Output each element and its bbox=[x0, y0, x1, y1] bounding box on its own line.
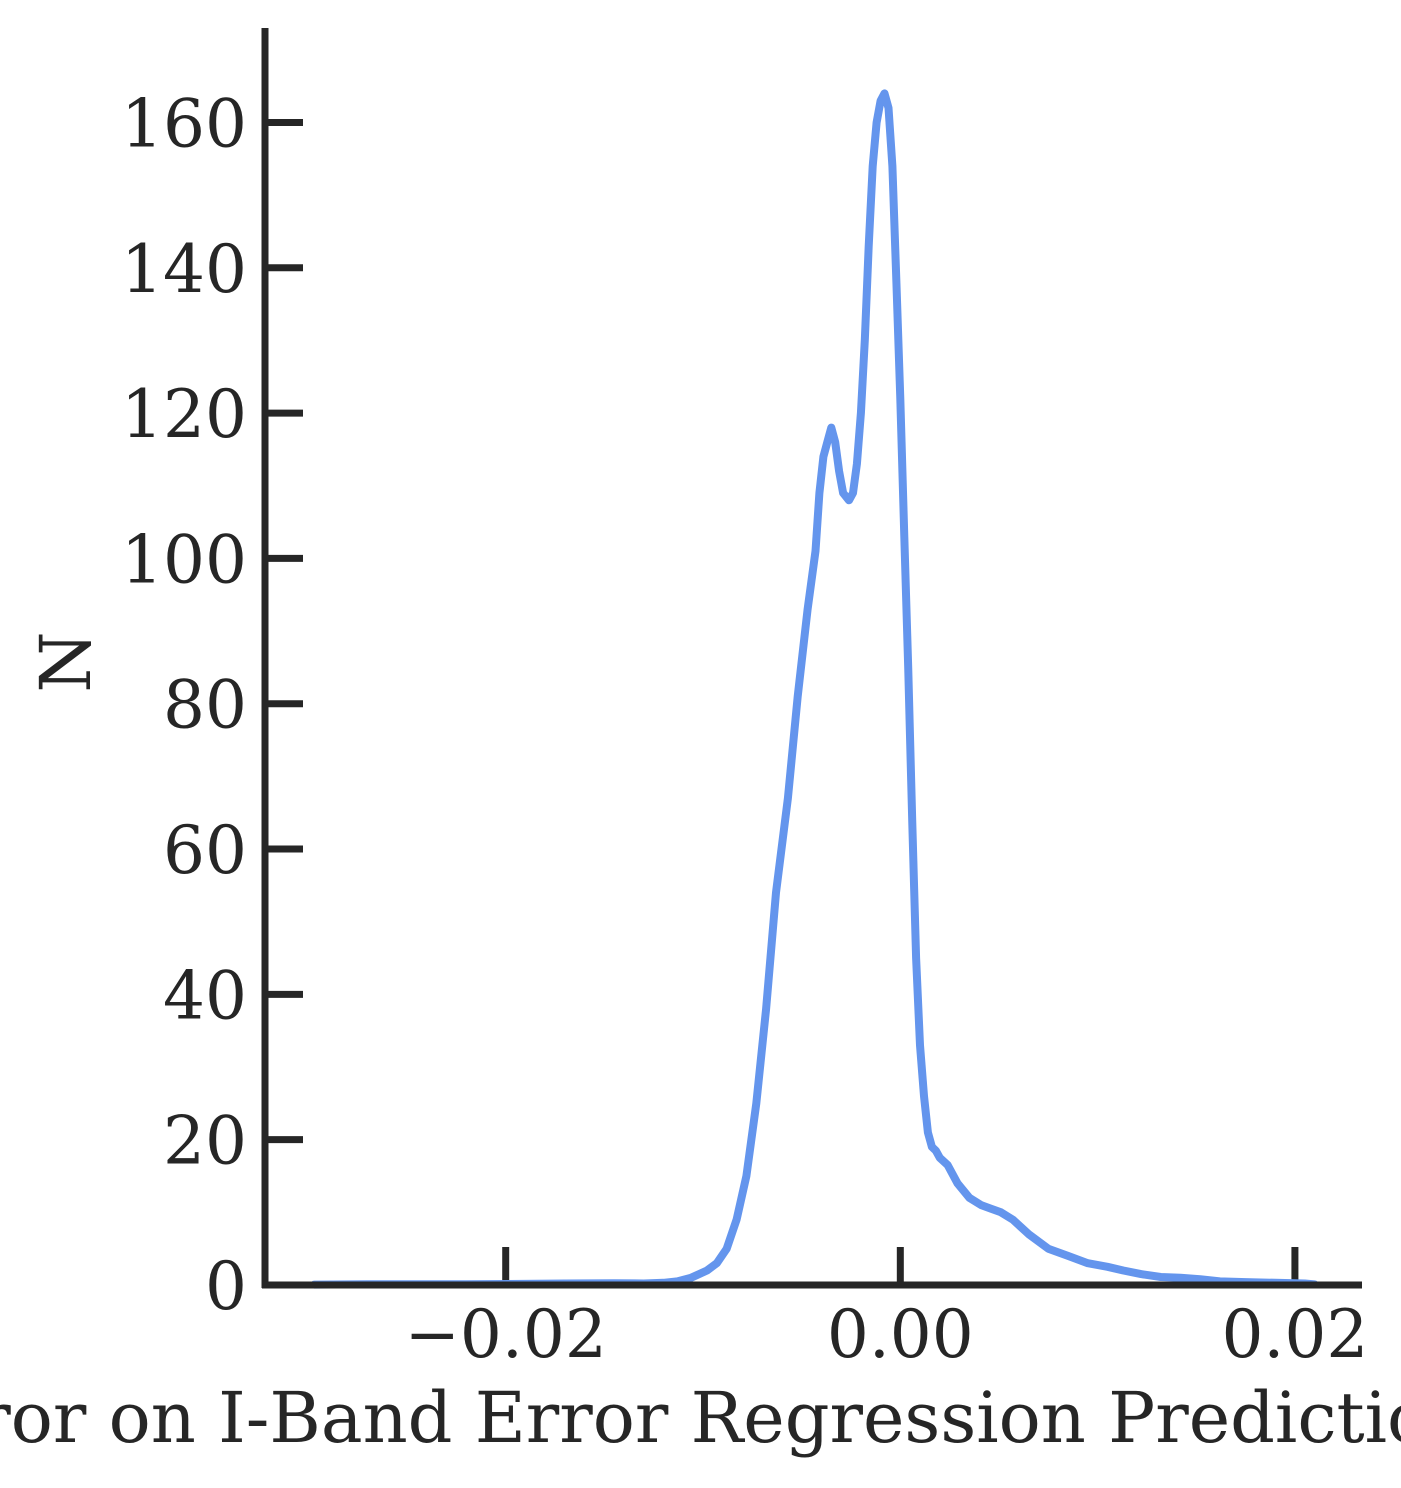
y-tick-label: 100 bbox=[121, 521, 247, 598]
kde-line bbox=[310, 89, 1319, 1289]
x-tick-label: −0.02 bbox=[405, 1296, 607, 1373]
x-axis-ticks: −0.02 0.00 0.02 bbox=[405, 1247, 1368, 1373]
y-tick-label: 80 bbox=[163, 667, 247, 744]
y-tick-label: 120 bbox=[121, 376, 247, 453]
y-axis-ticks: 0 20 40 60 80 100 120 140 160 bbox=[121, 85, 303, 1325]
x-tick-label: 0.00 bbox=[827, 1296, 974, 1373]
y-tick-label: 160 bbox=[121, 85, 247, 162]
y-tick-label: 20 bbox=[163, 1103, 247, 1180]
x-axis-label: Error on I-Band Error Regression Predict… bbox=[0, 1377, 1401, 1459]
x-tick-label: 0.02 bbox=[1221, 1296, 1368, 1373]
y-tick-label: 140 bbox=[121, 231, 247, 308]
y-tick-label: 0 bbox=[205, 1248, 247, 1325]
y-tick-label: 40 bbox=[163, 957, 247, 1034]
y-tick-label: 60 bbox=[163, 812, 247, 889]
y-axis-label: N bbox=[25, 631, 107, 692]
